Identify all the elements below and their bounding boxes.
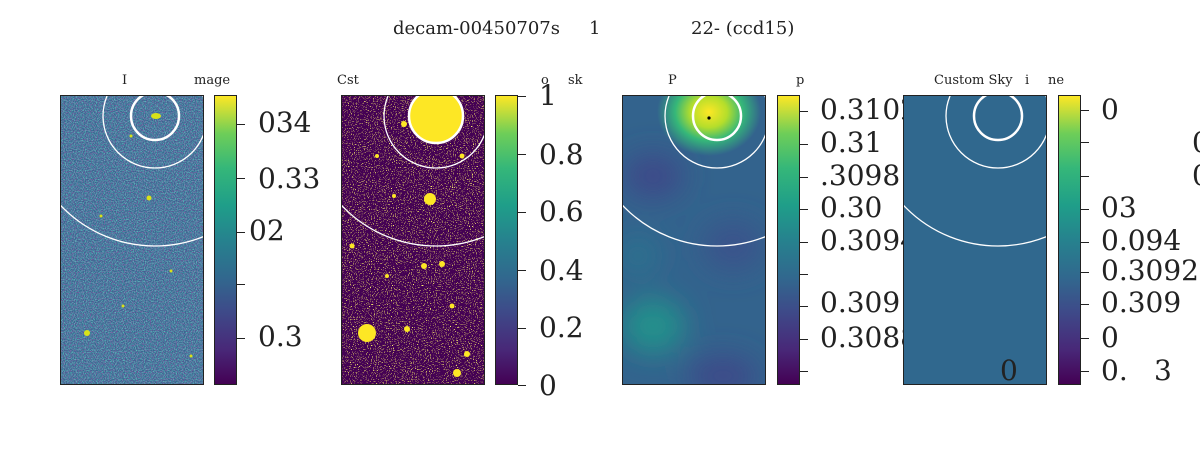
colorbar-tick <box>237 284 245 285</box>
colorbar-tick-label: 0. <box>1101 354 1128 387</box>
image-panel <box>60 95 204 385</box>
colorbar-tick <box>237 338 245 339</box>
colorbar-tick-label: 0.4 <box>539 254 584 287</box>
colorbar-tick <box>1081 242 1089 243</box>
colorbar-tick-label: 1 <box>539 79 557 112</box>
panel-overlay-label: 0 <box>1000 354 1018 387</box>
colorbar-tick-label: 0 <box>1101 93 1119 126</box>
panel-3-title-part: p <box>796 73 805 88</box>
colorbar-tick-label: 0.3 <box>258 320 303 353</box>
edge-clipped-label: 0 <box>1192 129 1200 157</box>
colorbar-tick-label: 0.30 <box>820 191 883 224</box>
colorbar-tick-label: 0.3088 <box>820 321 918 354</box>
pipeline-sky-panel <box>622 95 766 385</box>
suptitle-part: decam-00450707s <box>393 18 560 39</box>
colorbar-tick <box>800 306 808 307</box>
colorbar-tick <box>800 242 808 243</box>
panel-3-title-part: P <box>668 73 677 88</box>
panel-2-title-part: o <box>541 73 549 88</box>
colorbar-tick <box>518 212 526 213</box>
colorbar-tick-label: 0.3094 <box>820 224 918 257</box>
colorbar-tick <box>518 328 526 329</box>
edge-clipped-label: 0 <box>1192 162 1200 190</box>
colorbar-tick-label: 0.31 <box>820 126 883 159</box>
colorbar-tick <box>518 270 526 271</box>
colorbar-tick <box>237 124 245 125</box>
colorbar-tick <box>1081 338 1089 339</box>
colorbar-tick <box>800 111 808 112</box>
colorbar-tick <box>1081 176 1089 177</box>
panel-2-title-part: Cst <box>337 73 359 88</box>
colorbar-tick <box>800 144 808 145</box>
colorbar-tick <box>800 177 808 178</box>
colorbar-tick <box>1081 371 1089 372</box>
colorbar-tick <box>800 339 808 340</box>
colorbar-tick <box>800 274 808 275</box>
panel-1-title-part: mage <box>194 73 231 88</box>
colorbar-tick-label: 0.3102 <box>820 93 918 126</box>
panel-4-title-part: ne <box>1048 73 1065 88</box>
colorbar-tick-label: 3 <box>1154 354 1172 387</box>
mask-panel <box>341 95 485 385</box>
colorbar-tick-label: 0.6 <box>539 195 584 228</box>
custom-sky-colorbar <box>1058 95 1089 385</box>
colorbar-tick-label: 0.094 <box>1101 224 1182 257</box>
colorbar-tick-label: 0.3092 <box>1101 254 1199 287</box>
custom-sky-panel <box>903 95 1047 385</box>
colorbar-tick-label: 0.2 <box>539 311 584 344</box>
colorbar-tick-label: 0.33 <box>258 162 321 195</box>
image-colorbar <box>214 95 245 385</box>
colorbar-tick-label: 034 <box>258 106 312 139</box>
custom-sky-heatmap <box>904 96 1046 384</box>
colorbar-tick <box>1081 209 1089 210</box>
colorbar-tick <box>237 232 245 233</box>
colorbar-tick <box>237 178 245 179</box>
colorbar-tick <box>518 385 526 386</box>
colorbar-tick-label: .3098 <box>820 159 901 192</box>
image-heatmap <box>61 96 203 384</box>
mask-colorbar <box>495 95 526 386</box>
pipeline-sky-colorbar <box>777 95 808 385</box>
colorbar-tick <box>518 96 526 97</box>
colorbar-tick-label: 0.309 <box>820 286 901 319</box>
colorbar-tick-label: 0 <box>539 369 557 402</box>
panel-1-title-part: I <box>122 73 128 88</box>
colorbar-tick-label: 03 <box>1101 191 1137 224</box>
pipeline-sky-heatmap <box>623 96 765 384</box>
panel-4-title-part: i <box>1025 73 1030 88</box>
colorbar-tick-label: 02 <box>249 214 285 247</box>
colorbar-tick <box>1081 142 1089 143</box>
colorbar-tick <box>518 154 526 155</box>
colorbar-tick-label: 0 <box>1101 321 1119 354</box>
colorbar-tick-label: 0.8 <box>539 138 584 171</box>
colorbar-tick <box>1081 272 1089 273</box>
panel-2-title-part: sk <box>568 73 583 88</box>
panel-4-title-part: Custom Sky <box>934 73 1013 88</box>
suptitle-part: 1 <box>589 18 601 39</box>
colorbar-tick <box>1081 110 1089 111</box>
colorbar-tick <box>800 371 808 372</box>
colorbar-tick <box>800 209 808 210</box>
mask-heatmap <box>342 96 484 384</box>
figure-suptitle: decam-00450707s 1 22- (ccd15) <box>0 18 1200 42</box>
colorbar-tick-label: 0.309 <box>1101 286 1182 319</box>
colorbar-tick <box>1081 304 1089 305</box>
suptitle-part: 22- (ccd15) <box>691 18 795 39</box>
